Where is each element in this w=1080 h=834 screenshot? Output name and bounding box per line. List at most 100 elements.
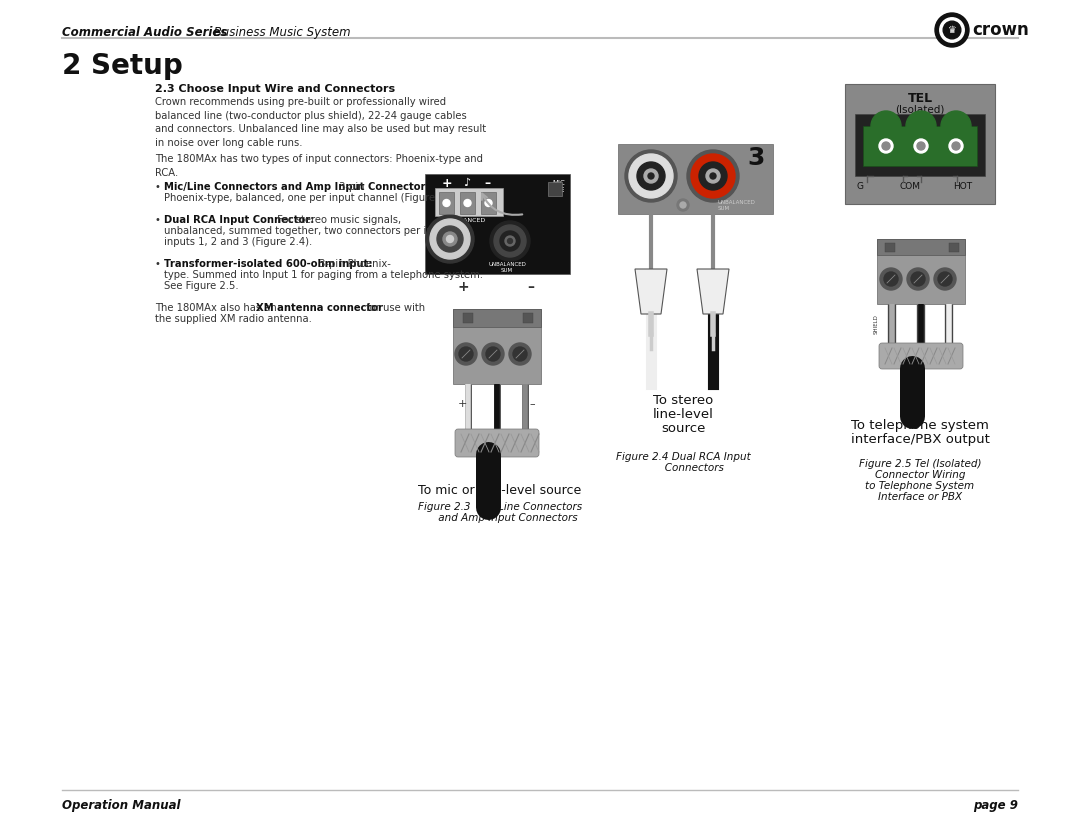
Circle shape (906, 111, 936, 141)
Text: line-level: line-level (652, 408, 714, 421)
Text: interface/PBX output: interface/PBX output (851, 433, 989, 446)
FancyBboxPatch shape (523, 313, 534, 323)
Text: for use with: for use with (363, 303, 426, 313)
Text: page 9: page 9 (973, 799, 1018, 812)
Text: •: • (156, 182, 161, 192)
FancyBboxPatch shape (481, 192, 496, 214)
FancyBboxPatch shape (877, 239, 966, 304)
Circle shape (935, 13, 969, 47)
Text: type. Summed into Input 1 for paging from a telephone system.: type. Summed into Input 1 for paging fro… (164, 270, 483, 280)
Text: Dual RCA Input Connector:: Dual RCA Input Connector: (164, 215, 314, 225)
FancyBboxPatch shape (463, 313, 473, 323)
Text: BALANCED: BALANCED (451, 218, 486, 223)
Circle shape (644, 169, 658, 183)
FancyBboxPatch shape (426, 174, 570, 274)
Text: The 180MAx has two types of input connectors: Phoenix-type and
RCA.: The 180MAx has two types of input connec… (156, 154, 483, 178)
Circle shape (934, 268, 956, 290)
Text: SHIELD: SHIELD (874, 314, 879, 334)
Text: to Telephone System: to Telephone System (865, 481, 974, 491)
Circle shape (485, 199, 492, 207)
Text: COM: COM (900, 182, 920, 191)
Circle shape (430, 219, 470, 259)
Circle shape (943, 21, 961, 39)
Circle shape (625, 150, 677, 202)
Circle shape (500, 231, 519, 251)
Circle shape (446, 235, 454, 243)
Text: SUM: SUM (501, 268, 513, 273)
Text: Commercial Audio Series: Commercial Audio Series (62, 26, 228, 39)
Circle shape (505, 236, 515, 246)
Text: Transformer-isolated 600-ohm input:: Transformer-isolated 600-ohm input: (164, 259, 373, 269)
Text: SUM: SUM (718, 205, 730, 210)
Circle shape (949, 139, 963, 153)
FancyBboxPatch shape (949, 243, 959, 252)
Text: To telephone system: To telephone system (851, 419, 989, 432)
Circle shape (699, 162, 727, 190)
FancyBboxPatch shape (453, 309, 541, 384)
Text: LINE: LINE (550, 187, 565, 193)
FancyBboxPatch shape (460, 192, 475, 214)
Text: Figure 2.5 Tel (Isolated): Figure 2.5 Tel (Isolated) (859, 459, 982, 469)
Text: •: • (156, 215, 161, 225)
FancyBboxPatch shape (453, 309, 541, 327)
Circle shape (917, 142, 924, 150)
Polygon shape (635, 269, 667, 314)
Circle shape (513, 347, 527, 361)
Text: +: + (442, 177, 453, 190)
Text: Figure 2.4 Dual RCA Input: Figure 2.4 Dual RCA Input (616, 452, 751, 462)
Circle shape (437, 226, 463, 252)
Circle shape (710, 173, 716, 179)
Text: 3-pin: 3-pin (336, 182, 365, 192)
Circle shape (509, 343, 531, 365)
Text: –: – (527, 280, 535, 294)
Text: UNBALANCED: UNBALANCED (488, 262, 526, 267)
Circle shape (907, 268, 929, 290)
Text: +: + (457, 280, 469, 294)
Circle shape (680, 202, 686, 208)
FancyBboxPatch shape (879, 343, 963, 369)
Circle shape (455, 343, 477, 365)
Circle shape (951, 142, 960, 150)
Text: Phoenix-type, balanced, one per input channel (Figure 2.3).: Phoenix-type, balanced, one per input ch… (164, 193, 461, 203)
FancyBboxPatch shape (845, 84, 995, 204)
Text: source: source (661, 422, 705, 435)
Text: G: G (856, 182, 864, 191)
FancyBboxPatch shape (877, 239, 966, 255)
Text: •: • (156, 259, 161, 269)
Text: +: + (458, 399, 468, 409)
Text: (Isolated): (Isolated) (895, 104, 945, 114)
FancyBboxPatch shape (548, 182, 562, 196)
Circle shape (629, 154, 673, 198)
FancyBboxPatch shape (435, 188, 503, 216)
Circle shape (482, 343, 504, 365)
Circle shape (426, 215, 474, 263)
Text: 2 Setup: 2 Setup (62, 52, 183, 80)
Text: 3: 3 (747, 146, 765, 170)
Circle shape (691, 154, 735, 198)
Text: MIC: MIC (552, 180, 565, 186)
Circle shape (912, 272, 924, 286)
Text: To stereo: To stereo (653, 394, 713, 407)
Text: 3-pin Phoenix-: 3-pin Phoenix- (316, 259, 391, 269)
Circle shape (508, 239, 513, 244)
FancyBboxPatch shape (855, 114, 985, 176)
Text: ♪: ♪ (463, 178, 471, 188)
Text: To mic or line-level source: To mic or line-level source (418, 484, 582, 497)
Text: 2.3 Choose Input Wire and Connectors: 2.3 Choose Input Wire and Connectors (156, 84, 395, 94)
Circle shape (464, 199, 471, 207)
Text: ♛: ♛ (947, 25, 957, 35)
Text: For stereo music signals,: For stereo music signals, (274, 215, 401, 225)
Circle shape (459, 347, 473, 361)
Text: See Figure 2.5.: See Figure 2.5. (164, 281, 239, 291)
FancyBboxPatch shape (438, 192, 454, 214)
Circle shape (941, 111, 971, 141)
Circle shape (443, 232, 457, 246)
Circle shape (882, 142, 890, 150)
Text: UNBALANCED: UNBALANCED (718, 199, 756, 204)
Text: Operation Manual: Operation Manual (62, 799, 180, 812)
Circle shape (885, 272, 897, 286)
FancyBboxPatch shape (863, 126, 977, 166)
Text: TEL: TEL (907, 92, 932, 105)
Text: –: – (484, 177, 490, 190)
Text: Connector Wiring: Connector Wiring (875, 470, 966, 480)
